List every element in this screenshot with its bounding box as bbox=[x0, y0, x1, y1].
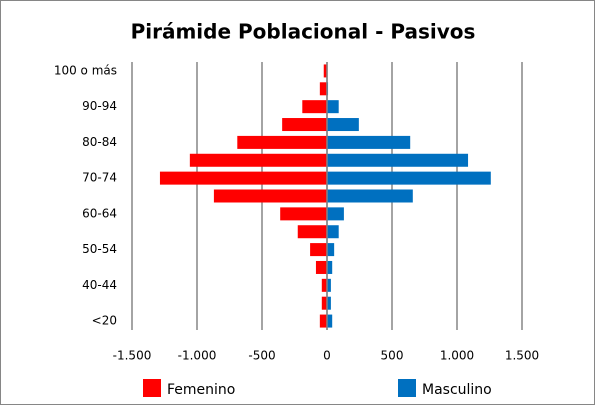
bar bbox=[302, 100, 327, 114]
bar bbox=[327, 153, 469, 167]
y-tick-label: 50-54 bbox=[82, 242, 117, 256]
bar bbox=[327, 207, 344, 221]
bar bbox=[327, 260, 333, 274]
bar bbox=[327, 296, 331, 310]
y-tick-label: 40-44 bbox=[82, 278, 117, 292]
bar bbox=[280, 207, 327, 221]
x-tick-label: 0 bbox=[323, 349, 331, 363]
legend-swatch bbox=[398, 379, 416, 397]
bar bbox=[319, 314, 327, 328]
bar bbox=[237, 135, 327, 149]
x-tick-label: -500 bbox=[248, 349, 275, 363]
bar bbox=[327, 314, 333, 328]
y-tick-label: 60-64 bbox=[82, 206, 117, 220]
x-tick-label: 500 bbox=[381, 349, 404, 363]
bar bbox=[327, 278, 331, 292]
bar bbox=[327, 171, 491, 185]
bar bbox=[159, 171, 327, 185]
bar bbox=[327, 225, 339, 239]
x-tick-label: 1.500 bbox=[505, 349, 539, 363]
bar bbox=[321, 278, 327, 292]
bar bbox=[321, 296, 327, 310]
bar bbox=[282, 118, 327, 132]
legend-label: Femenino bbox=[167, 382, 235, 398]
bar bbox=[327, 243, 335, 257]
legend-swatch bbox=[143, 379, 161, 397]
bar bbox=[327, 100, 339, 114]
chart-title: Pirámide Poblacional - Pasivos bbox=[131, 20, 476, 44]
legend-label: Masculino bbox=[422, 382, 492, 398]
bar bbox=[189, 153, 327, 167]
y-tick-label: 80-84 bbox=[82, 135, 117, 149]
x-tick-label: -1.000 bbox=[178, 349, 217, 363]
y-tick-label: 100 o más bbox=[54, 63, 117, 77]
x-tick-label: 1.000 bbox=[440, 349, 474, 363]
bar bbox=[327, 189, 413, 203]
y-tick-label: 90-94 bbox=[82, 99, 117, 113]
bar bbox=[327, 118, 359, 132]
bar bbox=[327, 135, 411, 149]
x-tick-label: -1.500 bbox=[113, 349, 152, 363]
bar bbox=[297, 225, 327, 239]
y-tick-label: <20 bbox=[92, 314, 117, 328]
bar bbox=[323, 64, 327, 78]
bar bbox=[213, 189, 327, 203]
bar bbox=[315, 260, 327, 274]
y-tick-label: 70-74 bbox=[82, 171, 117, 185]
bar bbox=[319, 82, 327, 96]
bar bbox=[310, 243, 327, 257]
